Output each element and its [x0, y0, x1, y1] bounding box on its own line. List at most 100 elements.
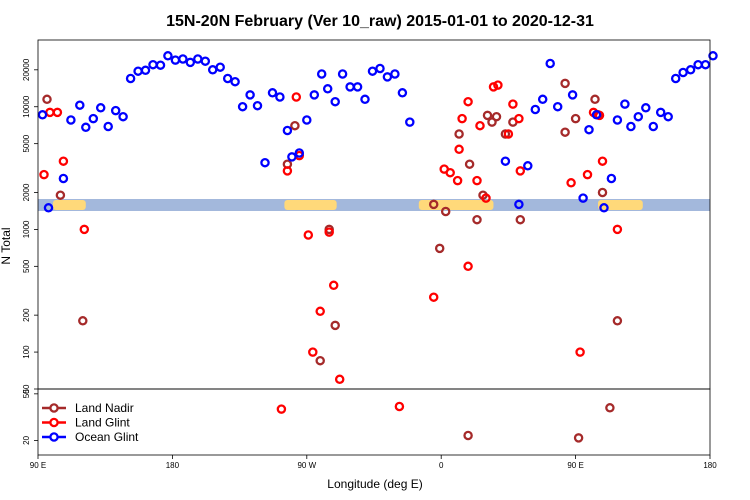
data-point	[605, 403, 615, 413]
data-point	[282, 125, 293, 136]
data-point	[375, 63, 385, 74]
data-point	[294, 148, 305, 158]
data-point	[626, 121, 636, 132]
data-point	[457, 113, 467, 124]
data-point	[475, 120, 485, 131]
data-point	[578, 193, 588, 203]
data-point	[163, 51, 173, 61]
data-point	[493, 80, 503, 90]
y-tick-label: 200	[22, 308, 31, 322]
data-point	[503, 129, 514, 139]
legend-label: Land Nadir	[75, 401, 134, 415]
data-point	[360, 94, 370, 105]
data-point	[440, 206, 451, 217]
data-point	[185, 57, 196, 68]
data-point	[463, 96, 473, 107]
data-point	[328, 280, 339, 291]
legend-marker	[49, 417, 59, 428]
legend-label: Land Glint	[75, 416, 130, 430]
data-point	[39, 169, 49, 180]
data-point	[309, 90, 320, 100]
data-point	[633, 111, 644, 122]
data-point	[79, 224, 90, 235]
x-tick-label: 90 E	[567, 461, 583, 470]
data-point	[648, 121, 659, 132]
data-point	[170, 55, 181, 65]
data-point	[118, 111, 128, 122]
data-point	[193, 54, 203, 64]
y-tick-label: 20000	[22, 58, 31, 81]
y-tick-label: 1000	[22, 220, 31, 238]
data-point	[140, 65, 151, 76]
x-tick-label: 180	[703, 461, 717, 470]
data-point	[454, 144, 464, 155]
data-point	[330, 96, 340, 107]
upper-panel-frame	[37, 39, 711, 390]
data-point	[530, 104, 541, 115]
land-band-segment	[598, 200, 643, 210]
legend-marker	[49, 403, 59, 413]
data-point	[514, 113, 524, 124]
data-point	[352, 82, 363, 92]
data-point	[567, 90, 578, 100]
data-point	[390, 69, 400, 79]
data-point	[573, 433, 584, 443]
data-point	[290, 120, 300, 131]
data-point	[394, 401, 405, 412]
data-point	[508, 99, 518, 109]
data-point	[260, 157, 270, 168]
data-point	[606, 173, 617, 184]
x-tick-label: 90 W	[297, 461, 316, 470]
data-point	[37, 110, 48, 120]
y-tick-label: 20	[22, 435, 31, 444]
data-point	[75, 100, 85, 110]
data-point	[500, 156, 511, 166]
data-point	[155, 60, 166, 70]
data-point	[472, 175, 482, 186]
data-point	[178, 54, 188, 64]
data-point	[345, 82, 355, 92]
data-point	[641, 103, 651, 113]
data-point	[428, 292, 439, 302]
data-point	[316, 69, 327, 79]
data-point	[545, 58, 555, 69]
land-band-segment	[52, 200, 86, 210]
data-point	[560, 78, 570, 89]
y-tick-label: 50	[22, 389, 31, 398]
data-points	[37, 51, 718, 443]
data-point	[302, 115, 312, 125]
data-point	[514, 199, 524, 210]
data-point	[275, 92, 285, 102]
data-point	[276, 404, 287, 414]
data-point	[58, 156, 69, 166]
data-point	[488, 82, 499, 92]
data-point	[324, 227, 334, 237]
data-point	[367, 66, 378, 76]
data-point	[570, 113, 581, 124]
land-band-segment	[284, 200, 337, 210]
data-point	[700, 59, 711, 70]
data-point	[482, 110, 493, 121]
data-point	[463, 261, 473, 272]
x-tick-label: 0	[439, 461, 444, 470]
data-point	[566, 178, 576, 188]
data-point	[291, 92, 302, 102]
data-point	[428, 199, 439, 210]
x-tick-label: 90 E	[30, 461, 46, 470]
data-point	[330, 320, 340, 331]
data-point	[487, 117, 497, 127]
data-point	[597, 156, 608, 166]
data-point	[222, 73, 233, 84]
data-point	[81, 122, 91, 133]
y-axis-upper: 50 100 200 500 1000 2000 5000 10000 20000	[22, 58, 38, 393]
data-point	[103, 121, 113, 132]
data-point	[267, 88, 278, 98]
data-point	[560, 127, 570, 137]
data-point	[597, 187, 608, 198]
data-point	[463, 430, 473, 441]
data-point	[88, 113, 99, 124]
data-point	[334, 374, 345, 385]
data-point	[315, 355, 325, 366]
data-point	[452, 175, 463, 186]
